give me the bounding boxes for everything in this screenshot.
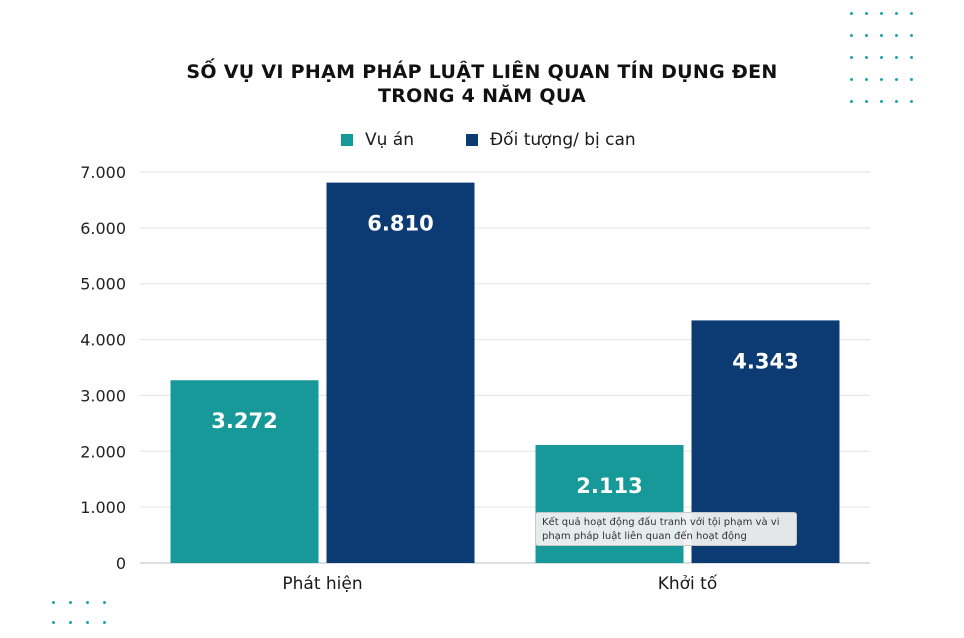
legend-label-doi-tuong: Đối tượng/ bị can <box>490 130 636 150</box>
decorative-dot <box>865 56 868 59</box>
chart-title-line-2: TRONG 4 NĂM QUA <box>377 85 587 107</box>
decorative-dot <box>880 12 883 15</box>
bar <box>326 182 475 563</box>
chart-title-line-1: SỐ VỤ VI PHẠM PHÁP LUẬT LIÊN QUAN TÍN DỤ… <box>186 61 778 83</box>
decorative-dot <box>850 78 853 81</box>
decorative-dot <box>910 100 913 103</box>
decorative-dot <box>865 34 868 37</box>
tooltip-line-2: phạm pháp luật liên quan đến hoạt động <box>542 531 747 542</box>
decorative-dot <box>865 100 868 103</box>
decorative-dot <box>850 56 853 59</box>
decorative-dot <box>880 56 883 59</box>
decorative-dot <box>86 621 89 624</box>
decorative-dot <box>850 34 853 37</box>
x-tick-label: Phát hiện <box>282 574 362 594</box>
legend-item-doi-tuong: Đối tượng/ bị can <box>466 130 636 150</box>
decorative-dot <box>86 601 89 604</box>
decorative-dot <box>910 34 913 37</box>
decorative-dot <box>103 601 106 604</box>
legend-label-vu-an: Vụ án <box>365 130 414 150</box>
decorative-dot <box>880 78 883 81</box>
data-label: 2.113 <box>576 474 642 498</box>
decorative-dot <box>910 56 913 59</box>
decorative-dot <box>850 12 853 15</box>
decorative-dot <box>895 34 898 37</box>
decorative-dot <box>895 12 898 15</box>
decorative-dot <box>850 100 853 103</box>
data-label: 3.272 <box>211 409 277 433</box>
data-label: 4.343 <box>732 349 798 373</box>
legend-swatch-doi-tuong <box>466 134 478 146</box>
decorative-dot <box>895 56 898 59</box>
decorative-dot <box>52 601 55 604</box>
decorative-dot <box>910 12 913 15</box>
data-label: 6.810 <box>367 212 433 236</box>
bar <box>170 380 319 563</box>
decorative-dot <box>865 12 868 15</box>
decorative-dot <box>895 78 898 81</box>
y-tick-label: 5.000 <box>80 275 126 294</box>
tooltip-line-1: Kết quả hoạt động đấu tranh với tội phạm… <box>542 517 780 528</box>
decorative-dot <box>880 100 883 103</box>
y-tick-label: 4.000 <box>80 331 126 350</box>
x-tick-label: Khởi tố <box>658 573 718 594</box>
decorative-dot <box>910 78 913 81</box>
decorative-dot <box>52 621 55 624</box>
y-tick-label: 6.000 <box>80 219 126 238</box>
decorative-dot <box>69 601 72 604</box>
legend-item-vu-an: Vụ án <box>341 130 414 150</box>
tooltip: Kết quả hoạt động đấu tranh với tội phạm… <box>535 512 797 546</box>
y-tick-label: 3.000 <box>80 386 126 405</box>
decorative-dot <box>880 34 883 37</box>
decorative-dot <box>103 621 106 624</box>
y-tick-label: 1.000 <box>80 498 126 517</box>
y-tick-label: 2.000 <box>80 442 126 461</box>
y-tick-label: 0 <box>116 554 126 573</box>
legend-swatch-vu-an <box>341 134 353 146</box>
decorative-dot <box>865 78 868 81</box>
decorative-dot <box>895 100 898 103</box>
y-tick-label: 7.000 <box>80 163 126 182</box>
decorative-dot <box>69 621 72 624</box>
